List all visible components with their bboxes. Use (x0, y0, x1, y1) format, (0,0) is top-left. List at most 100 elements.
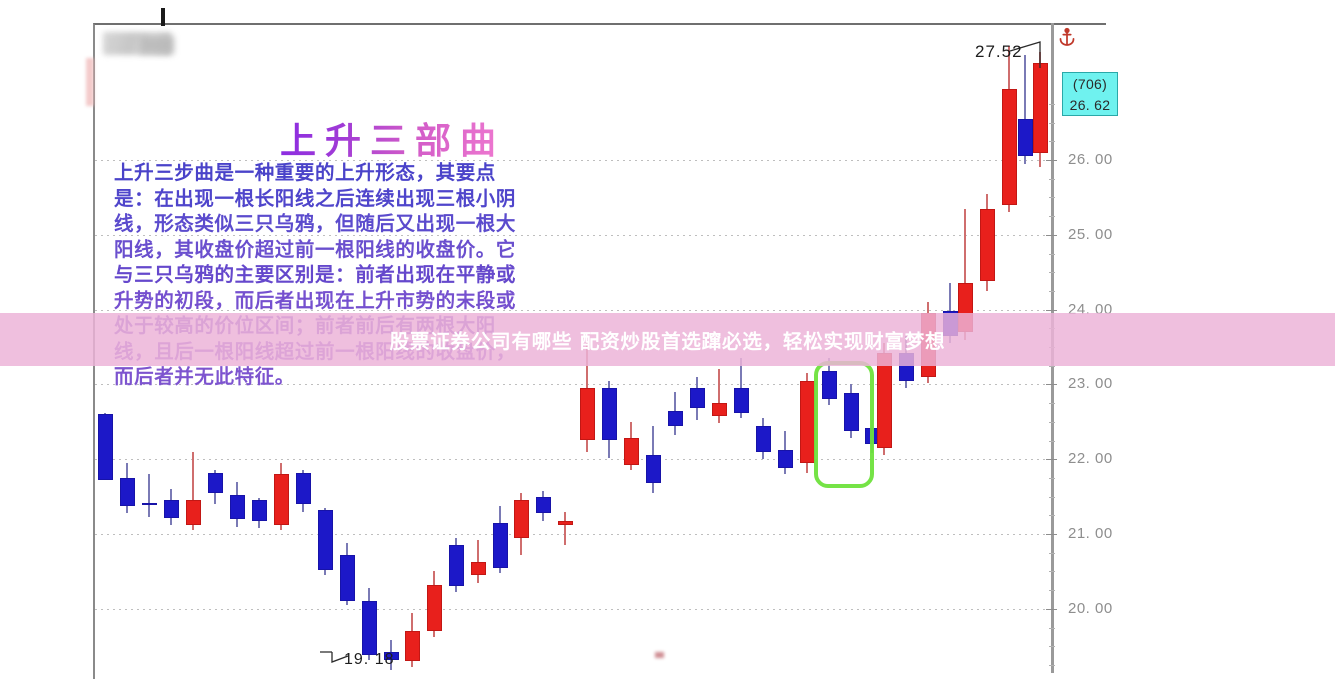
candlestick (979, 193, 995, 291)
axis-tick (1046, 309, 1057, 311)
candle-wick (477, 539, 479, 583)
pattern-note-title: 上升三部曲 (280, 112, 505, 164)
axis-minor-tick (1049, 590, 1055, 592)
candle-body (317, 510, 333, 570)
axis-tick-label: 21. 00 (1068, 525, 1113, 542)
axis-tick-label: 22. 00 (1068, 450, 1113, 468)
candlestick (229, 481, 245, 527)
gridline (95, 608, 1050, 610)
axis-tick-label: 25. 00 (1068, 225, 1113, 243)
gridline (95, 459, 1050, 461)
candle-body (689, 388, 705, 409)
candlestick (667, 391, 683, 436)
candle-wick (564, 511, 566, 546)
axis-minor-tick (1049, 122, 1055, 124)
candlestick (119, 462, 135, 514)
candle-body (579, 388, 595, 441)
candlestick (535, 490, 551, 521)
candlestick (557, 511, 573, 546)
candle-body (711, 403, 727, 416)
candle-body (667, 410, 683, 426)
axis-minor-tick (1049, 496, 1055, 498)
axis-minor-tick (1049, 365, 1055, 367)
candle-body (273, 474, 289, 526)
axis-tick-label: 20. 00 (1068, 599, 1113, 617)
axis-minor-tick (1049, 571, 1055, 573)
candle-body (339, 554, 355, 602)
candle-body (623, 438, 639, 466)
axis-minor-tick (1049, 141, 1055, 143)
pattern-note-line: 与三只乌鸦的主要区别是：前者出现在平静或 (114, 263, 517, 286)
promo-banner-text: 股票证券公司有哪些 配资炒股首选蹿必选，轻松实现财富梦想 (389, 330, 946, 353)
candlestick (876, 343, 892, 456)
axis-tick (1046, 384, 1057, 386)
candle-wick (148, 474, 150, 517)
last-price-tag[interactable]: (706) 26. 62 (1062, 72, 1118, 116)
pattern-note-line: 上升三步曲是一种重要的上升形态，其要点 (114, 161, 496, 184)
pattern-highlight-box (814, 361, 874, 488)
candle-body (821, 370, 837, 400)
candle-body (141, 502, 157, 506)
candle-body (843, 393, 859, 431)
candlestick (623, 421, 639, 471)
bottom-marker-dot (655, 652, 664, 658)
candle-body (163, 500, 179, 518)
candlestick (97, 412, 113, 481)
axis-minor-tick (1049, 477, 1055, 479)
top-tick-marker (161, 8, 165, 26)
candlestick (361, 587, 377, 660)
candlestick (339, 542, 355, 606)
candlestick (207, 470, 223, 505)
candle-body (799, 380, 815, 463)
gridline (95, 309, 1050, 311)
candlestick (383, 640, 399, 671)
candle-body (513, 500, 529, 538)
axis-minor-tick (1049, 272, 1055, 274)
candlestick (470, 539, 486, 583)
candle-wick (964, 208, 966, 340)
axis-minor-tick (1049, 216, 1055, 218)
candle-wick (1024, 55, 1026, 164)
candle-body (119, 477, 135, 506)
low-price-label: 19. 18 (344, 651, 395, 668)
promo-banner-background (0, 313, 1335, 366)
candlestick (601, 380, 617, 458)
price-tag-code: (706) (1072, 76, 1108, 92)
axis-tick (1046, 534, 1057, 535)
pattern-note-line: 线，形态类似三只乌鸦，但随后又出现一根大 (114, 212, 517, 235)
candle-body (1032, 62, 1048, 153)
candlestick (1017, 55, 1033, 164)
candlestick (689, 376, 705, 421)
gridline (95, 160, 1050, 161)
axis-minor-tick (1049, 440, 1055, 442)
axis-minor-tick (1049, 178, 1055, 180)
candlestick (426, 571, 442, 638)
candlestick (799, 373, 815, 473)
candlestick (185, 451, 201, 531)
axis-minor-tick (1049, 421, 1055, 423)
pattern-note-line: 升势的初段，而后者出现在上升市势的末段或 (114, 288, 517, 312)
axis-minor-tick (1049, 290, 1055, 292)
candlestick (1001, 46, 1017, 213)
candle-body (448, 545, 464, 587)
candlestick (733, 358, 749, 419)
candlestick (492, 505, 508, 573)
redacted-label-box-secondary (140, 36, 174, 54)
anchor-icon[interactable] (1057, 25, 1077, 49)
candlestick (273, 462, 289, 531)
price-tag-value: 26. 62 (1069, 97, 1111, 113)
candlestick (448, 537, 464, 593)
pattern-note-line: 阳线，其收盘价超过前一根阳线的收盘价。它 (114, 237, 517, 261)
candle-body (557, 520, 573, 525)
candlestick (513, 492, 529, 555)
candlestick (163, 489, 179, 525)
axis-tick (1046, 160, 1057, 161)
axis-minor-tick (1049, 403, 1055, 405)
axis-minor-tick (1049, 253, 1055, 255)
candle-body (1001, 88, 1017, 205)
candlestick (821, 358, 837, 406)
axis-minor-tick (1049, 515, 1055, 517)
candle-body (185, 500, 201, 525)
candle-body (777, 450, 793, 469)
